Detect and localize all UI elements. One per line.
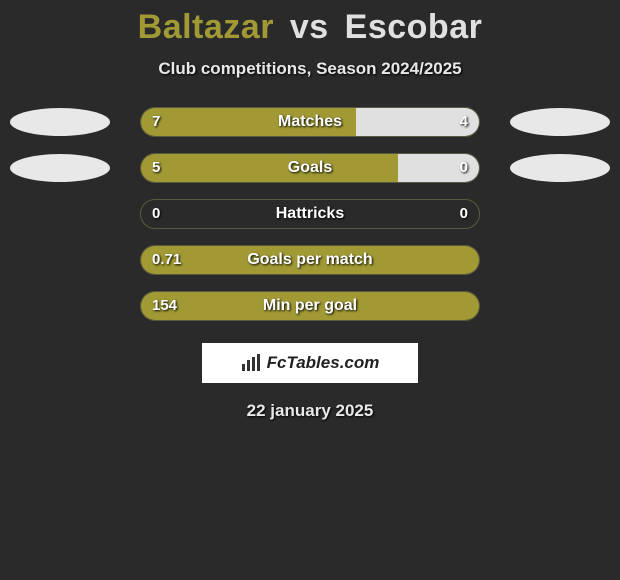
bar-chart-icon (241, 354, 263, 372)
title-player1: Baltazar (138, 8, 274, 46)
subtitle: Club competitions, Season 2024/2025 (0, 59, 620, 79)
page-title: Baltazar vs Escobar (0, 0, 620, 47)
stat-label: Hattricks (140, 199, 480, 229)
date-line: 22 january 2025 (0, 401, 620, 421)
left-oval-icon (10, 154, 110, 182)
stat-row: 0.71Goals per match (0, 245, 620, 275)
logo-text: FcTables.com (267, 353, 380, 372)
stat-label: Min per goal (140, 291, 480, 321)
stat-row: 00Hattricks (0, 199, 620, 229)
comparison-chart: 74Matches50Goals00Hattricks0.71Goals per… (0, 107, 620, 321)
stat-row: 154Min per goal (0, 291, 620, 321)
stat-label: Matches (140, 107, 480, 137)
title-player2: Escobar (345, 8, 483, 46)
left-oval-icon (10, 108, 110, 136)
title-vs: vs (290, 8, 329, 46)
stat-label: Goals (140, 153, 480, 183)
logo-box: FcTables.com (202, 343, 418, 383)
stat-label: Goals per match (140, 245, 480, 275)
right-oval-icon (510, 108, 610, 136)
right-oval-icon (510, 154, 610, 182)
